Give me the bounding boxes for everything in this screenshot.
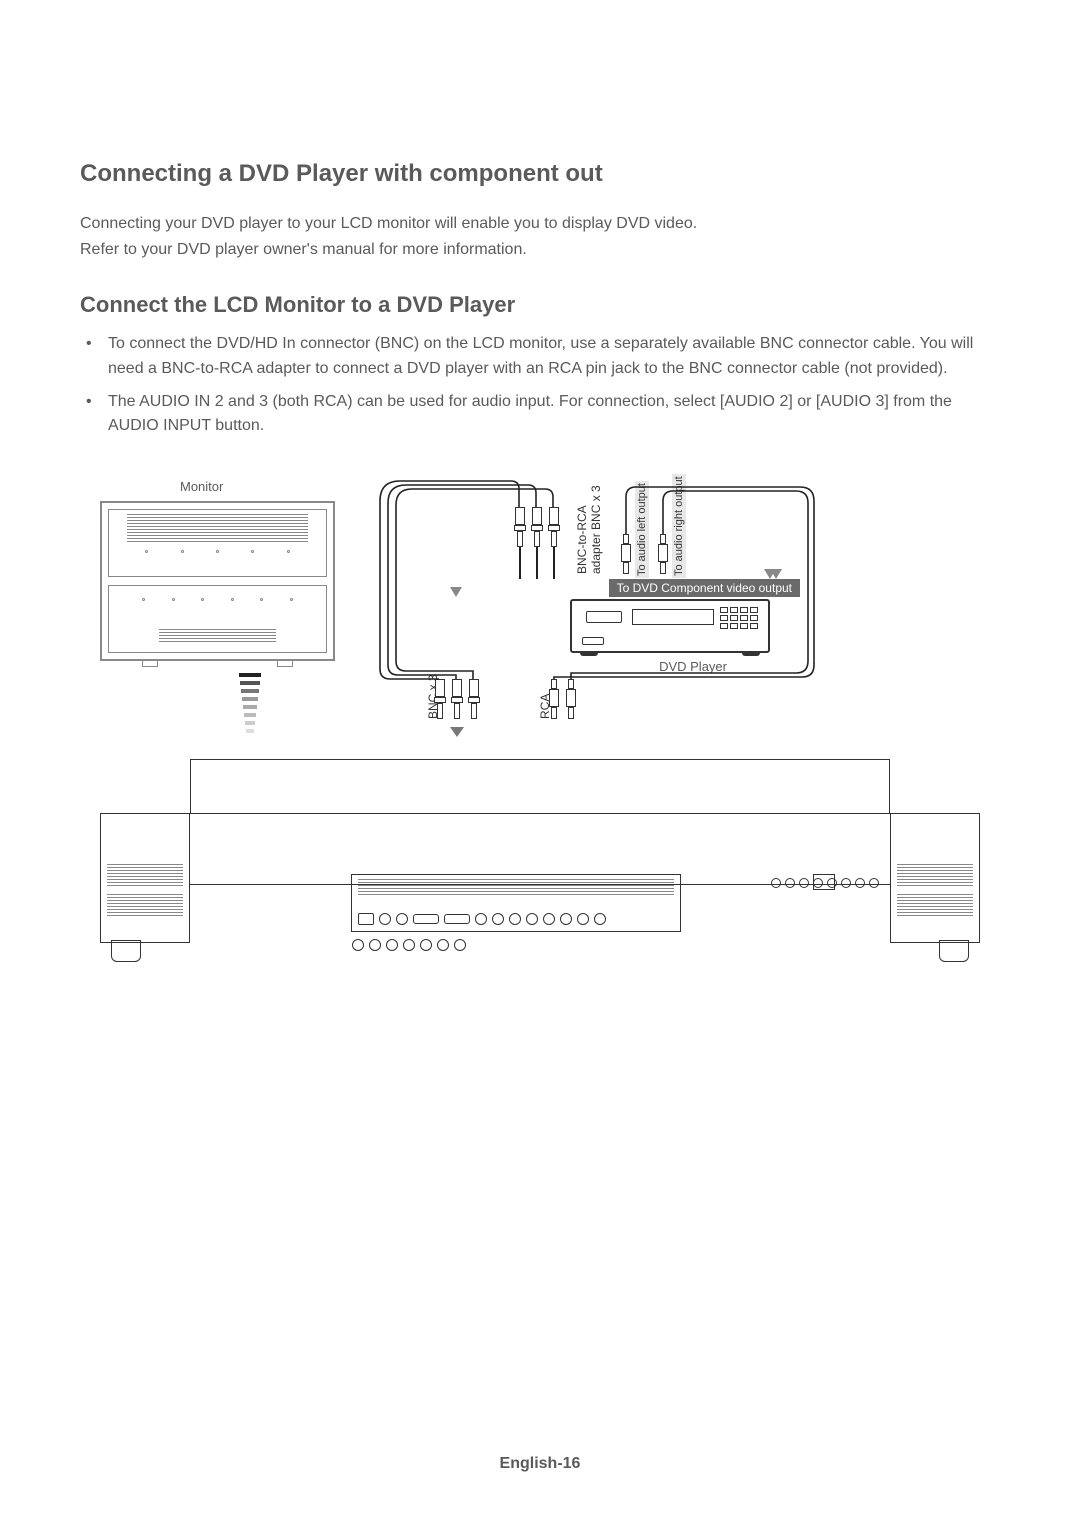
bullet-item: To connect the DVD/HD In connector (BNC)… (108, 332, 1000, 382)
intro-line-1: Connecting your DVD player to your LCD m… (80, 212, 1000, 236)
input-marker-icon (450, 727, 464, 737)
bullet-list: To connect the DVD/HD In connector (BNC)… (80, 332, 1000, 439)
section-heading-1: Connecting a DVD Player with component o… (80, 160, 1000, 188)
monitor-bottom-icon (100, 759, 980, 949)
intro-line-2: Refer to your DVD player owner's manual … (80, 238, 1000, 262)
page-footer: English-16 (0, 1455, 1080, 1473)
bullet-item: The AUDIO IN 2 and 3 (both RCA) can be u… (108, 390, 1000, 440)
section-heading-2: Connect the LCD Monitor to a DVD Player (80, 292, 1000, 318)
connection-diagram: Monitor BNC-to-RCA adapter BNC x 3 To au… (100, 479, 980, 949)
